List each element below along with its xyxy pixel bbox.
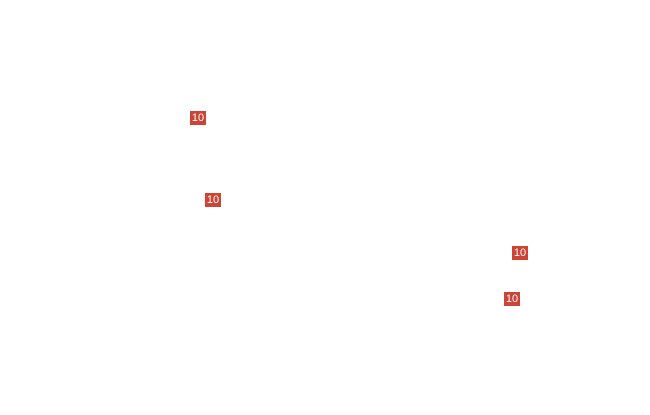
count-badge: 10 xyxy=(205,193,221,207)
count-badge: 10 xyxy=(512,246,528,260)
count-badge: 10 xyxy=(190,111,206,125)
count-badge: 10 xyxy=(504,292,520,306)
